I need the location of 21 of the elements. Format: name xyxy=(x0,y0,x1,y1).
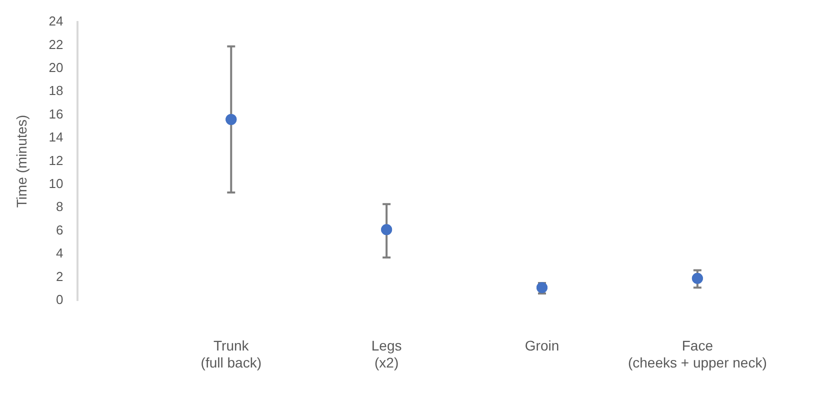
x-tick-label: Legs (x2) xyxy=(371,338,402,370)
y-tick-label: 24 xyxy=(48,14,64,29)
y-tick-label: 22 xyxy=(48,36,64,52)
y-tick-label: 14 xyxy=(48,130,64,145)
y-tick-label: 6 xyxy=(56,222,64,238)
point xyxy=(692,272,703,284)
point xyxy=(226,114,237,125)
y-tick-label: 4 xyxy=(56,246,64,261)
y-axis-title: Time (minutes) xyxy=(13,114,30,208)
y-tick-label: 2 xyxy=(56,268,64,284)
y-tick-label: 12 xyxy=(48,152,64,168)
x-tick-label: Face (cheeks + upper neck) xyxy=(628,338,767,370)
point xyxy=(381,224,392,236)
y-tick-label: 8 xyxy=(56,199,64,214)
x-tick-label: Trunk (full back) xyxy=(200,338,262,370)
y-tick-label: 10 xyxy=(48,176,64,191)
y-tick-label: 16 xyxy=(48,106,64,122)
y-tick-label: 0 xyxy=(56,292,64,307)
y-tick-label: 20 xyxy=(48,60,64,75)
x-tick-label: Groin xyxy=(524,338,560,354)
y-tick-label: 18 xyxy=(48,83,64,98)
